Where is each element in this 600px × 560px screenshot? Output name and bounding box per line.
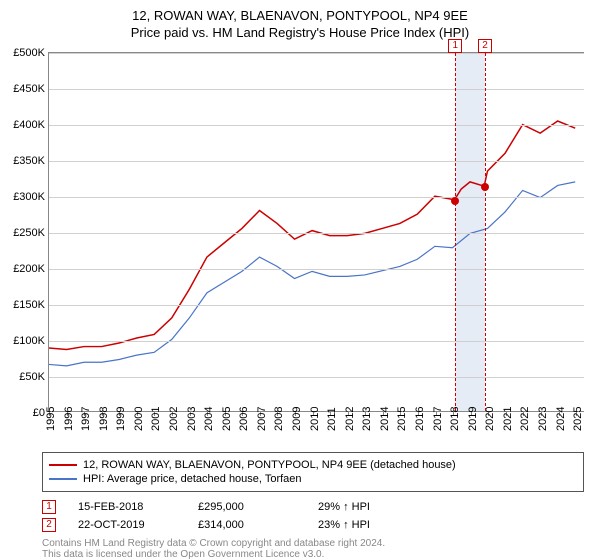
x-axis-label: 1996 [63, 407, 75, 431]
legend-swatch [49, 478, 77, 480]
sale-row: 2 22-OCT-2019£314,00023% ↑ HPI [42, 518, 584, 532]
y-axis-label: £0 [33, 407, 45, 419]
y-axis-label: £350K [13, 155, 45, 167]
x-axis-label: 2003 [186, 407, 198, 431]
sale-row-price: £295,000 [198, 501, 318, 513]
footer: Contains HM Land Registry data © Crown c… [42, 538, 584, 560]
x-axis-label: 2013 [361, 407, 373, 431]
y-axis-label: £300K [13, 191, 45, 203]
sale-row-index: 2 [42, 518, 56, 532]
chart-svg [49, 53, 584, 411]
legend-label: 12, ROWAN WAY, BLAENAVON, PONTYPOOL, NP4… [83, 459, 456, 471]
x-axis-label: 1998 [98, 407, 110, 431]
y-axis-label: £150K [13, 299, 45, 311]
legend-swatch [49, 464, 77, 466]
sale-row-date: 15-FEB-2018 [78, 501, 198, 513]
x-axis-label: 2004 [203, 407, 215, 431]
legend-row: HPI: Average price, detached house, Torf… [49, 473, 577, 485]
title-line1: 12, ROWAN WAY, BLAENAVON, PONTYPOOL, NP4… [0, 8, 600, 23]
footer-line2: This data is licensed under the Open Gov… [42, 549, 584, 560]
x-axis-label: 2007 [256, 407, 268, 431]
gridline-h [49, 305, 584, 306]
sale-marker-badge: 1 [448, 39, 462, 53]
gridline-h [49, 161, 584, 162]
x-axis-label: 2001 [150, 407, 162, 431]
x-axis-label: 2025 [572, 407, 584, 431]
x-axis-label: 2002 [168, 407, 180, 431]
x-axis-label: 1995 [45, 407, 57, 431]
sale-row-delta: 23% ↑ HPI [318, 519, 438, 531]
x-axis-label: 2024 [555, 407, 567, 431]
sale-marker-line [455, 53, 456, 411]
x-axis-label: 2011 [326, 407, 338, 431]
title-block: 12, ROWAN WAY, BLAENAVON, PONTYPOOL, NP4… [0, 0, 600, 40]
x-axis-label: 2022 [519, 407, 531, 431]
legend: 12, ROWAN WAY, BLAENAVON, PONTYPOOL, NP4… [42, 452, 584, 492]
gridline-h [49, 233, 584, 234]
sale-marker-line [485, 53, 486, 411]
x-axis-label: 2000 [133, 407, 145, 431]
footer-line1: Contains HM Land Registry data © Crown c… [42, 538, 584, 549]
legend-row: 12, ROWAN WAY, BLAENAVON, PONTYPOOL, NP4… [49, 459, 577, 471]
x-axis-label: 1999 [115, 407, 127, 431]
chart-container: 12, ROWAN WAY, BLAENAVON, PONTYPOOL, NP4… [0, 0, 600, 560]
legend-label: HPI: Average price, detached house, Torf… [83, 473, 302, 485]
sale-marker-dot [481, 183, 489, 191]
x-axis-label: 2021 [502, 407, 514, 431]
sale-row-index: 1 [42, 500, 56, 514]
sale-row-date: 22-OCT-2019 [78, 519, 198, 531]
sale-marker-dot [451, 197, 459, 205]
gridline-h [49, 53, 584, 54]
x-axis-label: 2005 [221, 407, 233, 431]
sales-table: 1 15-FEB-2018£295,00029% ↑ HPI 2 22-OCT-201… [42, 500, 584, 532]
y-axis-label: £500K [13, 47, 45, 59]
x-axis-label: 2010 [309, 407, 321, 431]
line-hpi [49, 182, 575, 366]
line-price-paid [49, 121, 575, 349]
y-axis-label: £200K [13, 263, 45, 275]
x-axis-label: 2006 [238, 407, 250, 431]
x-axis-label: 2020 [484, 407, 496, 431]
gridline-h [49, 269, 584, 270]
x-axis-label: 2014 [379, 407, 391, 431]
y-axis-label: £50K [19, 371, 45, 383]
y-axis-label: £400K [13, 119, 45, 131]
sale-marker-badge: 2 [478, 39, 492, 53]
title-line2: Price paid vs. HM Land Registry's House … [0, 25, 600, 40]
x-axis-label: 2015 [396, 407, 408, 431]
sale-row-price: £314,000 [198, 519, 318, 531]
x-axis-label: 2016 [414, 407, 426, 431]
x-axis-label: 2017 [432, 407, 444, 431]
x-axis-label: 1997 [80, 407, 92, 431]
x-axis-label: 2012 [344, 407, 356, 431]
gridline-h [49, 125, 584, 126]
y-axis-label: £450K [13, 83, 45, 95]
y-axis-label: £100K [13, 335, 45, 347]
x-axis-label: 2008 [273, 407, 285, 431]
gridline-h [49, 377, 584, 378]
gridline-h [49, 341, 584, 342]
x-axis-label: 2023 [537, 407, 549, 431]
sale-row-delta: 29% ↑ HPI [318, 501, 438, 513]
x-axis-label: 2009 [291, 407, 303, 431]
y-axis-label: £250K [13, 227, 45, 239]
sale-row: 1 15-FEB-2018£295,00029% ↑ HPI [42, 500, 584, 514]
x-axis-label: 2019 [467, 407, 479, 431]
gridline-h [49, 197, 584, 198]
chart-area: £0£50K£100K£150K£200K£250K£300K£350K£400… [48, 52, 584, 412]
gridline-h [49, 89, 584, 90]
